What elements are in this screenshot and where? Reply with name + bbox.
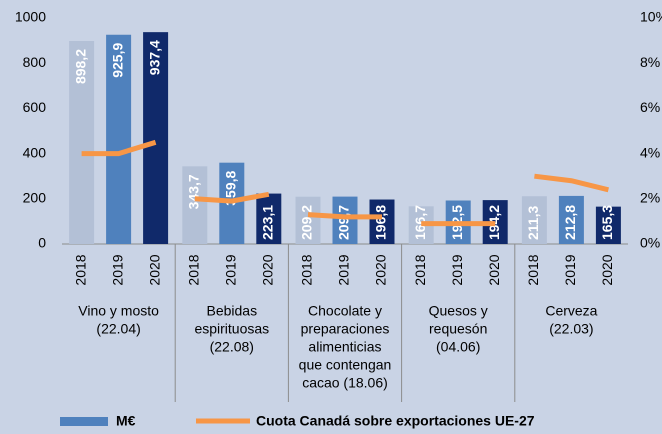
legend-label: M€	[116, 413, 136, 429]
value-label: 925,9	[109, 43, 125, 78]
x-tick-label: 2019	[449, 254, 465, 285]
bar	[521, 196, 547, 244]
bar	[595, 206, 621, 244]
group-label: espirituosas	[194, 321, 269, 337]
y-tick-label: 400	[23, 144, 47, 160]
group-label: Bebidas	[207, 303, 258, 319]
value-label: 937,4	[146, 40, 162, 75]
value-label: 196,8	[373, 205, 389, 240]
bar	[369, 199, 395, 244]
group-label: requesón	[429, 321, 487, 337]
x-tick-label: 2020	[486, 254, 502, 285]
value-label: 166,7	[412, 205, 428, 240]
group-label: Quesos y	[429, 303, 488, 319]
x-tick-label: 2018	[412, 254, 428, 285]
value-label: 209,7	[336, 205, 352, 240]
value-label: 211,3	[525, 206, 541, 240]
x-tick-label: 2019	[562, 254, 578, 285]
y-tick-label: 0	[38, 235, 46, 251]
y2-tick-label: 4%	[640, 144, 660, 160]
legend-swatch	[60, 417, 108, 426]
x-tick-label: 2019	[336, 254, 352, 285]
x-tick-label: 2018	[299, 254, 315, 285]
group-label: Vino y mosto	[78, 303, 159, 319]
x-tick-label: 2020	[146, 254, 162, 285]
group-label: alimenticias	[308, 339, 381, 355]
x-tick-label: 2018	[186, 254, 202, 285]
group-label: que contengan	[299, 357, 392, 373]
group-label: (04.06)	[436, 339, 480, 355]
x-tick-label: 2020	[373, 254, 389, 285]
group-label: Cerveza	[545, 303, 597, 319]
y2-tick-label: 8%	[640, 54, 660, 70]
value-label: 898,2	[72, 49, 88, 84]
legend-label: Cuota Canadá sobre exportaciones UE-27	[256, 413, 535, 429]
group-label: preparaciones	[301, 321, 390, 337]
bar	[295, 196, 321, 244]
bar	[182, 166, 208, 244]
y-tick-label: 600	[23, 99, 47, 115]
group-label: Chocolate y	[308, 303, 382, 319]
value-label: 343,7	[186, 174, 202, 209]
value-label: 209,2	[299, 205, 315, 240]
bar	[256, 193, 282, 244]
value-label: 165,3	[599, 205, 615, 240]
y2-tick-label: 0%	[640, 235, 660, 251]
x-tick-label: 2020	[260, 254, 276, 285]
line	[194, 191, 270, 204]
group-label: (22.03)	[549, 321, 593, 337]
y-tick-label: 200	[23, 190, 47, 206]
value-label: 223,1	[260, 205, 276, 240]
x-tick-label: 2019	[109, 254, 125, 285]
group-label: (22.04)	[96, 321, 140, 337]
group-label: cacao (18.06)	[302, 375, 388, 391]
value-label: 359,8	[223, 170, 239, 205]
y2-tick-label: 6%	[640, 99, 660, 115]
line	[81, 139, 157, 157]
x-tick-label: 2018	[72, 254, 88, 285]
x-tick-label: 2020	[599, 254, 615, 285]
bar	[332, 196, 358, 244]
value-label: 212,8	[562, 205, 578, 240]
bar	[558, 195, 584, 244]
y2-tick-label: 10%	[640, 9, 662, 25]
y-tick-label: 800	[23, 54, 47, 70]
bar	[106, 34, 132, 245]
x-tick-label: 2018	[525, 254, 541, 285]
x-tick-label: 2019	[223, 254, 239, 285]
bar	[69, 41, 95, 244]
line	[307, 212, 382, 220]
y2-tick-label: 2%	[640, 190, 660, 206]
line	[534, 173, 609, 193]
group-label: (22.08)	[210, 339, 254, 355]
y-tick-label: 1000	[15, 9, 46, 25]
bar	[143, 32, 169, 244]
